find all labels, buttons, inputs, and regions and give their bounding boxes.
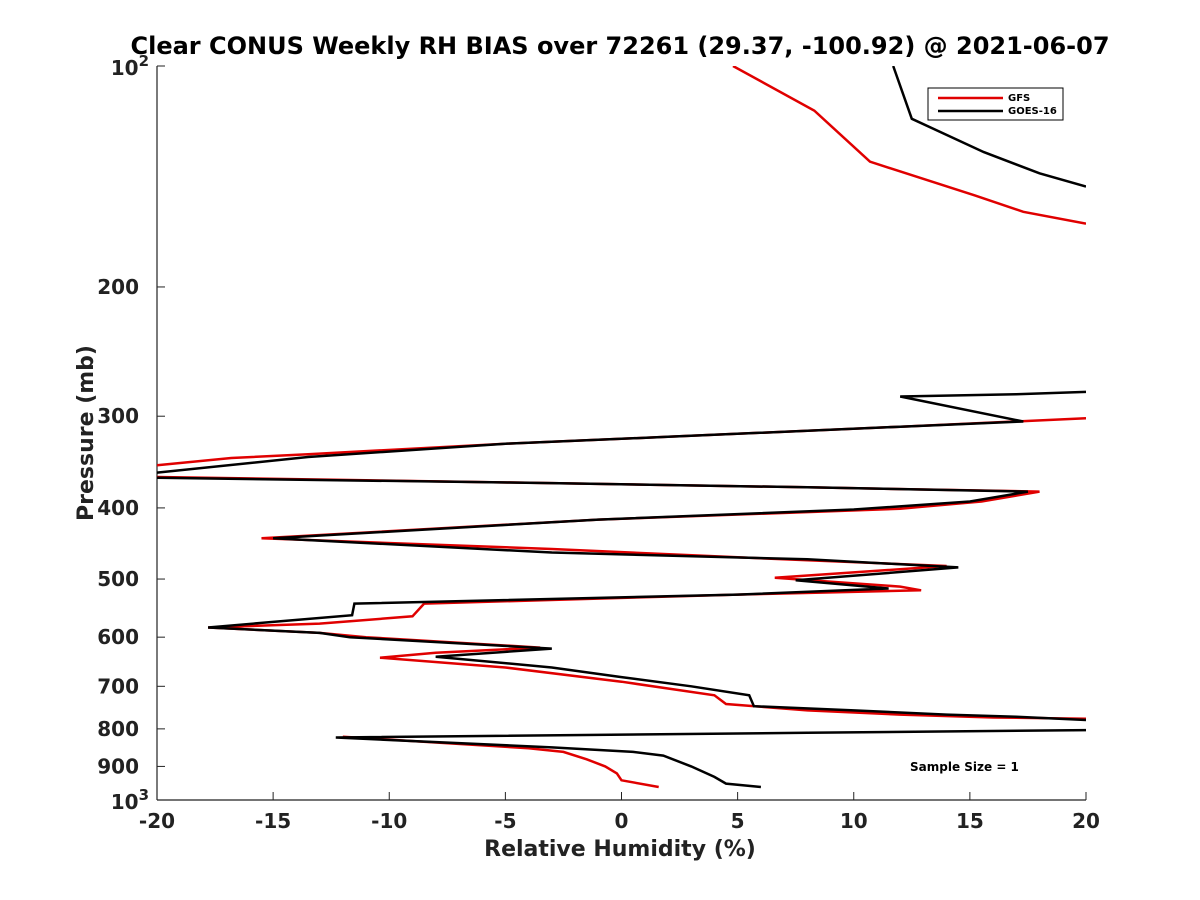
y-tick-label: 900 (97, 754, 139, 778)
series-line-goes16 (157, 66, 1086, 789)
sample-size-annotation: Sample Size = 1 (910, 760, 1019, 774)
chart-title: Clear CONUS Weekly RH BIAS over 72261 (2… (130, 32, 1109, 60)
x-tick-label: 5 (731, 809, 745, 833)
y-axis-label: Pressure (mb) (74, 345, 99, 521)
x-axis-ticks: -20 -15 -10 -5 0 5 10 15 20 (139, 792, 1100, 833)
y-tick-label: 700 (97, 674, 139, 698)
legend-box (927, 87, 1064, 121)
y-tick-label: 800 (97, 717, 139, 741)
legend: GFS GOES-16 (927, 87, 1064, 121)
y-tick-label: 103 (111, 786, 149, 814)
y-tick-label: 102 (111, 52, 149, 80)
x-tick-label: -10 (371, 809, 407, 833)
plot-area (156, 66, 1086, 801)
x-tick-label: -15 (255, 809, 291, 833)
y-tick-label: 200 (97, 275, 139, 299)
x-tick-label: -5 (494, 809, 516, 833)
x-tick-label: 20 (1072, 809, 1100, 833)
x-axis-label: Relative Humidity (%) (484, 837, 756, 862)
y-axis-ticks: 102 200 300 400 500 600 700 800 900 103 (97, 52, 165, 814)
y-tick-label: 400 (97, 496, 139, 520)
x-tick-label: 15 (956, 809, 984, 833)
y-tick-label: 600 (97, 625, 139, 649)
y-tick-label: 300 (97, 404, 139, 428)
x-tick-label: 10 (840, 809, 868, 833)
y-tick-label: 500 (97, 567, 139, 591)
legend-label-goes16: GOES-16 (1008, 106, 1057, 117)
x-tick-label: -20 (139, 809, 175, 833)
x-tick-label: 0 (615, 809, 629, 833)
legend-label-gfs: GFS (1008, 93, 1030, 104)
